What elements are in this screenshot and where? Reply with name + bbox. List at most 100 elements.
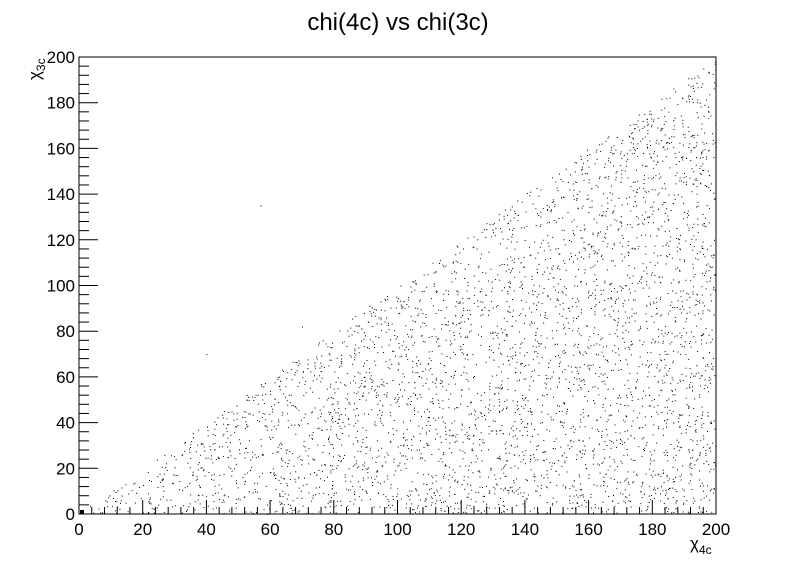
scatter-point bbox=[316, 358, 318, 360]
scatter-point bbox=[257, 491, 259, 493]
scatter-point bbox=[573, 425, 574, 427]
scatter-point bbox=[542, 422, 543, 423]
scatter-point bbox=[660, 475, 662, 477]
scatter-point bbox=[642, 481, 644, 483]
scatter-point bbox=[378, 386, 380, 388]
scatter-point bbox=[594, 274, 596, 276]
scatter-point bbox=[374, 343, 375, 345]
scatter-point bbox=[604, 315, 606, 317]
scatter-point bbox=[674, 489, 676, 491]
scatter-point bbox=[346, 346, 348, 347]
scatter-point bbox=[508, 490, 510, 492]
scatter-point bbox=[398, 343, 400, 344]
scatter-point bbox=[288, 494, 290, 496]
scatter-point bbox=[271, 429, 273, 431]
scatter-point bbox=[580, 281, 581, 283]
scatter-point bbox=[696, 444, 698, 445]
scatter-point bbox=[463, 366, 465, 368]
scatter-point bbox=[288, 394, 290, 396]
scatter-point bbox=[442, 408, 444, 410]
scatter-point bbox=[648, 371, 650, 373]
scatter-point bbox=[207, 435, 209, 437]
scatter-point bbox=[527, 494, 529, 496]
scatter-point bbox=[689, 467, 691, 469]
scatter-point bbox=[630, 506, 632, 508]
scatter-point bbox=[472, 246, 474, 248]
scatter-point bbox=[653, 424, 655, 426]
scatter-point bbox=[704, 149, 706, 151]
scatter-point bbox=[376, 456, 378, 458]
scatter-point bbox=[386, 392, 388, 394]
scatter-point bbox=[492, 352, 494, 353]
scatter-point bbox=[525, 463, 526, 465]
scatter-point bbox=[620, 165, 622, 167]
scatter-point bbox=[607, 298, 609, 300]
scatter-point bbox=[379, 409, 381, 411]
scatter-point bbox=[700, 165, 702, 167]
scatter-point bbox=[542, 292, 544, 294]
scatter-point bbox=[255, 457, 257, 459]
scatter-point bbox=[696, 157, 697, 159]
scatter-point bbox=[539, 495, 541, 497]
scatter-point bbox=[317, 428, 319, 430]
scatter-point bbox=[587, 244, 589, 246]
scatter-point bbox=[692, 134, 694, 136]
scatter-point bbox=[355, 422, 357, 424]
scatter-point bbox=[467, 285, 469, 287]
scatter-point bbox=[626, 396, 628, 398]
scatter-point bbox=[634, 201, 636, 203]
scatter-point bbox=[304, 413, 306, 415]
scatter-point bbox=[389, 507, 391, 509]
scatter-point bbox=[686, 299, 688, 301]
scatter-point bbox=[182, 454, 184, 456]
scatter-point bbox=[632, 132, 634, 134]
scatter-point bbox=[684, 137, 686, 139]
scatter-point bbox=[643, 175, 645, 177]
scatter-point bbox=[711, 488, 713, 490]
scatter-point bbox=[603, 309, 605, 311]
scatter-point bbox=[538, 375, 540, 376]
scatter-point bbox=[578, 506, 580, 507]
scatter-point bbox=[517, 401, 518, 403]
scatter-point bbox=[638, 446, 640, 448]
scatter-point bbox=[343, 341, 345, 343]
scatter-point bbox=[290, 369, 292, 371]
scatter-point bbox=[706, 281, 708, 283]
scatter-point bbox=[579, 351, 581, 353]
scatter-point bbox=[214, 485, 216, 487]
scatter-point bbox=[503, 510, 505, 512]
scatter-point bbox=[584, 351, 586, 353]
scatter-point bbox=[404, 307, 406, 309]
scatter-point bbox=[601, 436, 603, 438]
scatter-point bbox=[419, 449, 420, 451]
scatter-point bbox=[588, 478, 590, 480]
scatter-point bbox=[645, 234, 647, 236]
scatter-point bbox=[563, 260, 565, 262]
scatter-point bbox=[371, 326, 373, 328]
scatter-point bbox=[536, 272, 538, 274]
scatter-point bbox=[189, 503, 191, 505]
scatter-point bbox=[628, 483, 630, 485]
scatter-point bbox=[538, 293, 540, 295]
scatter-point bbox=[431, 298, 432, 300]
scatter-point bbox=[693, 171, 695, 173]
scatter-point bbox=[353, 493, 355, 495]
scatter-point bbox=[635, 191, 637, 193]
scatter-point bbox=[695, 178, 697, 180]
scatter-point bbox=[495, 386, 497, 388]
scatter-point bbox=[651, 274, 652, 276]
scatter-point bbox=[521, 398, 523, 400]
scatter-point bbox=[323, 406, 325, 408]
scatter-point bbox=[581, 166, 583, 168]
scatter-point bbox=[493, 223, 495, 225]
scatter-point bbox=[580, 156, 582, 157]
scatter-point bbox=[411, 457, 413, 459]
scatter-point bbox=[486, 223, 488, 225]
scatter-point bbox=[626, 160, 628, 162]
scatter-point bbox=[260, 384, 262, 386]
scatter-point bbox=[584, 228, 586, 230]
scatter-point bbox=[611, 212, 613, 214]
scatter-point bbox=[451, 272, 453, 274]
scatter-point bbox=[488, 476, 490, 478]
scatter-point bbox=[632, 275, 634, 277]
